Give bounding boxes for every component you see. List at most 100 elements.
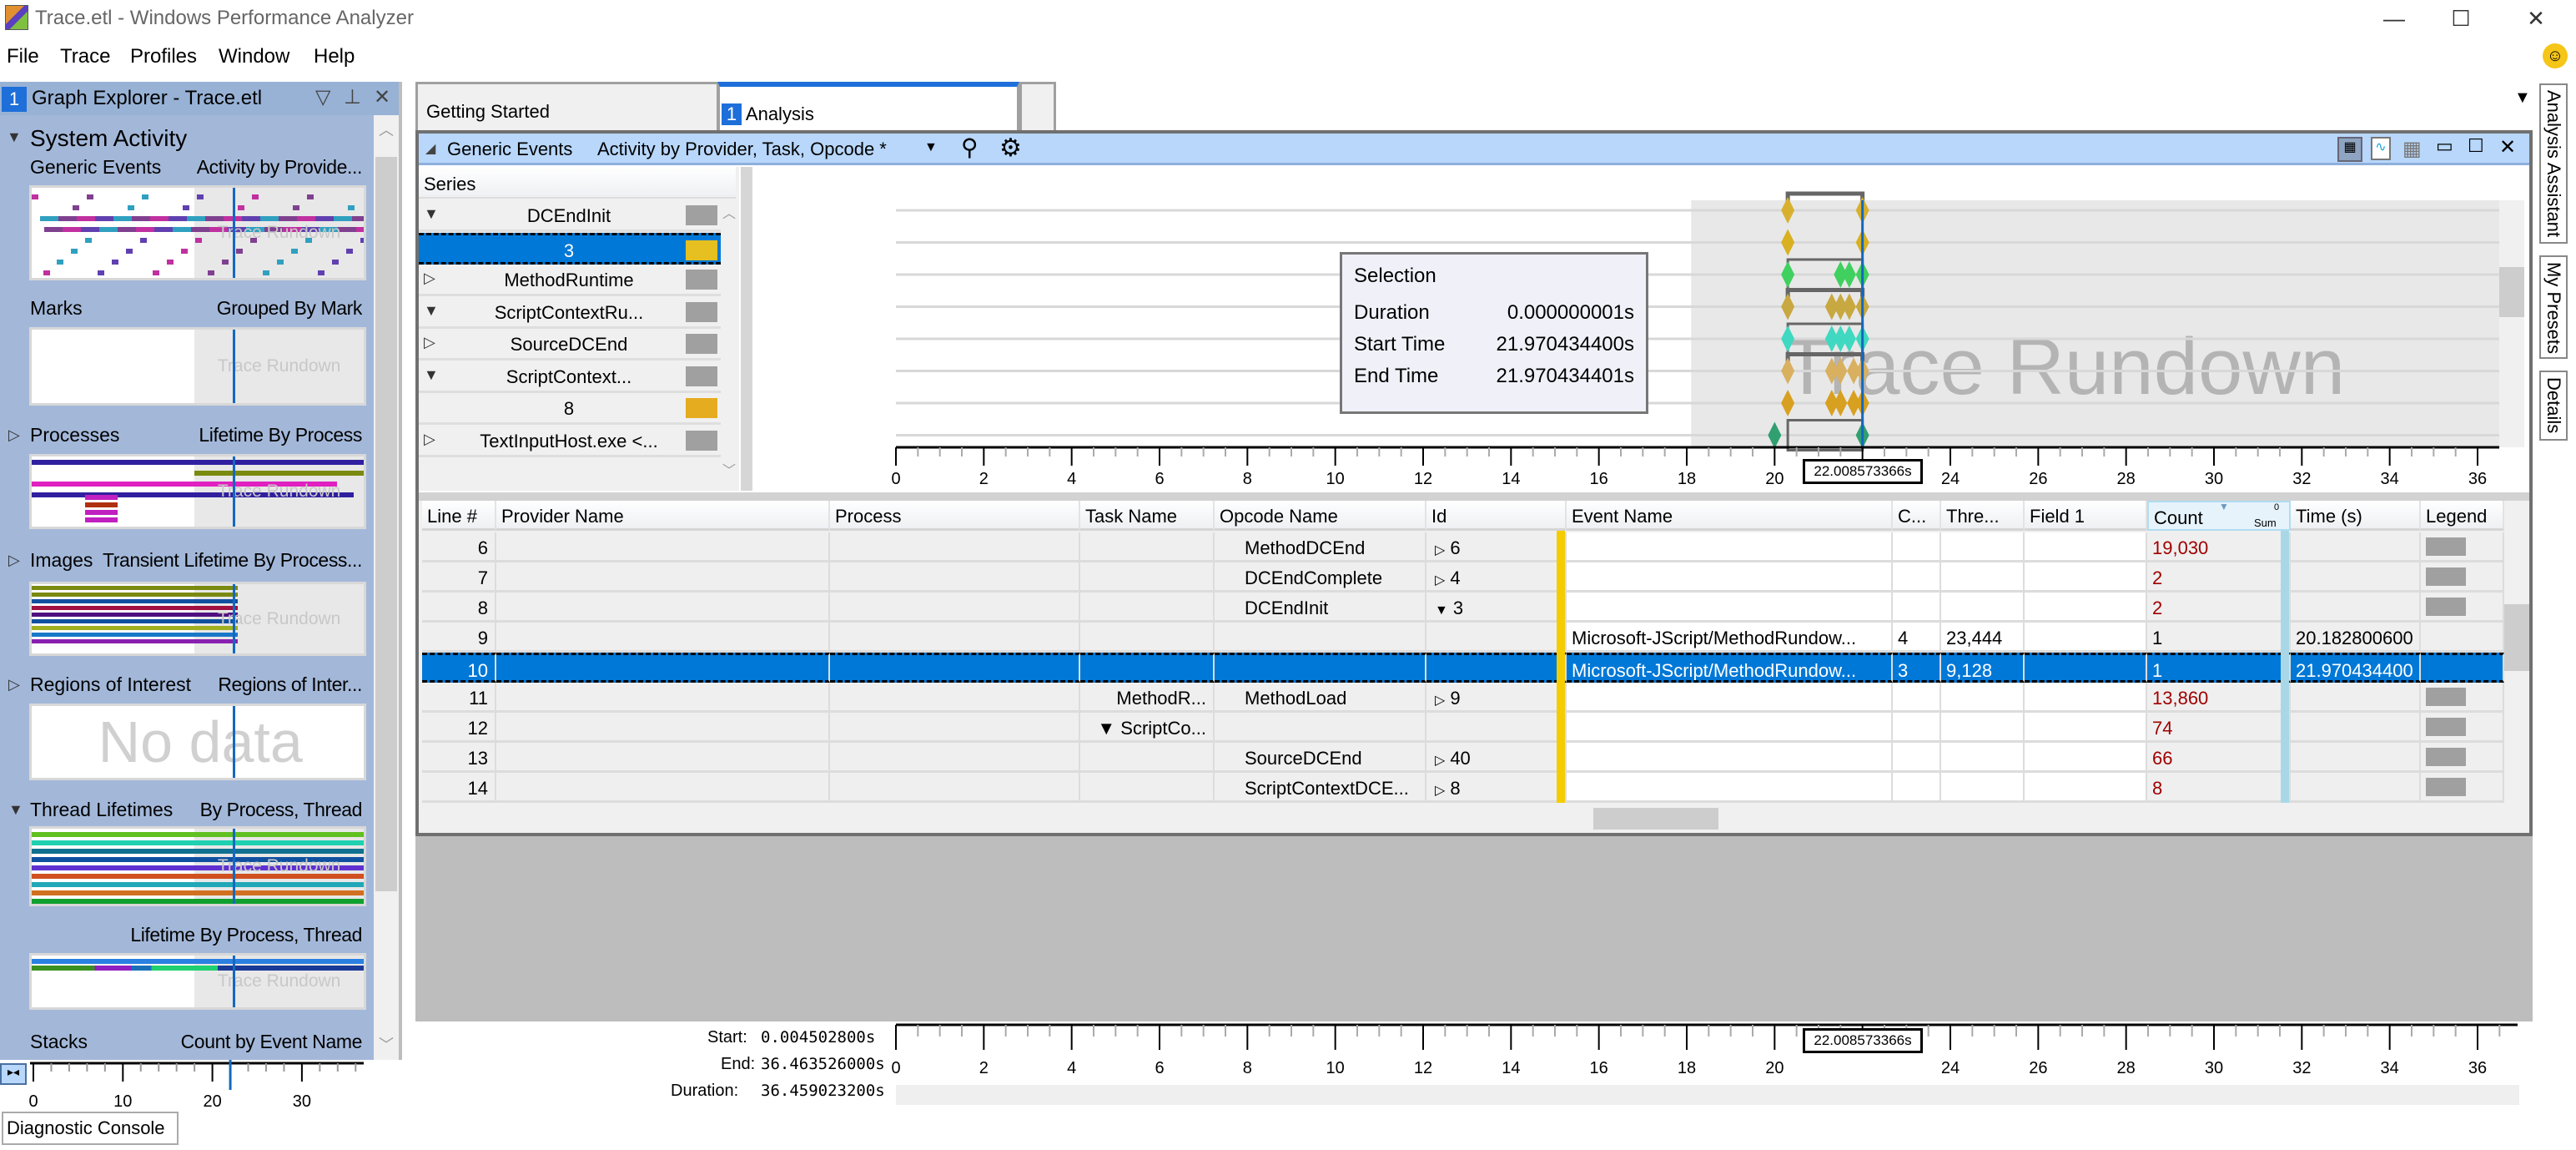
maximize-graph-icon[interactable]: ☐ bbox=[2468, 135, 2484, 156]
scrollbar-thumb[interactable] bbox=[375, 157, 397, 891]
event-marker[interactable] bbox=[1781, 293, 1795, 320]
close-button[interactable]: ✕ bbox=[2527, 6, 2545, 31]
tab-analysis[interactable]: 1 Analysis bbox=[717, 82, 1019, 130]
series-row[interactable]: ▷ MethodRuntime bbox=[419, 265, 736, 296]
event-marker[interactable] bbox=[1834, 293, 1848, 320]
graph-thumbnail[interactable]: Trace Rundown bbox=[29, 582, 366, 656]
series-color-swatch[interactable] bbox=[686, 334, 717, 354]
event-marker[interactable] bbox=[1781, 390, 1795, 416]
column-header[interactable]: Id bbox=[1426, 501, 1567, 531]
scroll-up-icon[interactable]: ︿ bbox=[379, 122, 394, 139]
pin-icon[interactable]: ⊥ bbox=[344, 86, 361, 108]
series-expander-icon[interactable]: ▷ bbox=[424, 270, 435, 286]
table-row[interactable]: 13 SourceDCEnd ▷ 40 66 bbox=[419, 743, 2504, 773]
column-divider-blue[interactable] bbox=[2281, 501, 2289, 803]
graph-name-label[interactable]: Processes bbox=[30, 424, 120, 446]
graph-name-label[interactable]: Marks bbox=[30, 297, 83, 319]
minimize-button[interactable]: — bbox=[2383, 6, 2405, 31]
event-marker[interactable] bbox=[1847, 357, 1861, 385]
series-expander-icon[interactable]: ▼ bbox=[424, 205, 439, 222]
table-row[interactable]: 8 DCEndInit ▼ 3 2 bbox=[419, 593, 2504, 623]
expand-graph-icon[interactable]: ▷ bbox=[8, 676, 20, 693]
graph-preset-label[interactable]: Lifetime By Process bbox=[199, 424, 362, 446]
series-row[interactable]: 8 bbox=[419, 393, 736, 425]
graph-preset-label[interactable]: By Process, Thread bbox=[199, 799, 362, 820]
column-header[interactable]: Task Name bbox=[1080, 501, 1215, 531]
table-scrollbar-thumb[interactable] bbox=[2504, 604, 2529, 671]
graph-and-table-view-icon[interactable]: ▦ bbox=[2337, 137, 2362, 162]
graph-name-label[interactable]: Generic Events bbox=[30, 156, 162, 178]
scroll-down-icon[interactable]: ﹀ bbox=[379, 1037, 394, 1053]
series-expander-icon[interactable]: ▷ bbox=[424, 430, 435, 447]
event-marker[interactable] bbox=[1847, 390, 1861, 416]
row-expander-icon[interactable]: ▷ bbox=[1435, 694, 1446, 708]
gear-icon[interactable]: ⚙ bbox=[999, 134, 1022, 162]
collapse-graph-icon[interactable]: ◢ bbox=[425, 142, 436, 156]
series-row[interactable]: ▷ TextInputHost.exe <... bbox=[419, 426, 736, 457]
series-row[interactable]: 3 bbox=[419, 232, 736, 265]
menu-file[interactable]: File bbox=[7, 45, 39, 68]
series-color-swatch[interactable] bbox=[686, 301, 717, 322]
search-icon[interactable]: ⚲ bbox=[961, 134, 979, 160]
graph-thumbnail[interactable]: Trace Rundown bbox=[29, 826, 366, 906]
series-scroll-down-icon[interactable]: ﹀ bbox=[722, 464, 737, 478]
graph-name-label[interactable]: Regions of Interest bbox=[30, 673, 192, 695]
menu-profiles[interactable]: Profiles bbox=[130, 45, 198, 68]
column-divider-yellow[interactable] bbox=[1557, 501, 1565, 803]
graph-preset-label[interactable]: Transient Lifetime By Process... bbox=[102, 549, 362, 571]
series-row[interactable]: ▼ ScriptContextRu... bbox=[419, 297, 736, 329]
column-header[interactable]: Line # bbox=[422, 501, 496, 531]
expand-graph-icon[interactable]: ▷ bbox=[8, 552, 20, 568]
series-color-swatch[interactable] bbox=[686, 240, 717, 260]
column-header[interactable]: Thre... bbox=[1941, 501, 2025, 531]
graph-name-label[interactable]: Thread Lifetimes bbox=[30, 799, 174, 820]
series-color-swatch[interactable] bbox=[686, 398, 717, 418]
column-header[interactable]: Event Name bbox=[1567, 501, 1893, 531]
diagnostic-console-button[interactable]: Diagnostic Console bbox=[2, 1112, 179, 1145]
column-header[interactable]: Field 1 bbox=[2025, 501, 2147, 531]
tab-details[interactable]: Details bbox=[2539, 371, 2568, 441]
graph-thumbnail[interactable]: Trace Rundown bbox=[29, 953, 366, 1010]
close-panel-icon[interactable]: ✕ bbox=[374, 86, 391, 108]
tab-analysis-assistant[interactable]: Analysis Assistant bbox=[2539, 83, 2568, 244]
table-hscroll-thumb[interactable] bbox=[1593, 808, 1718, 830]
column-header[interactable]: Provider Name bbox=[496, 501, 830, 531]
series-expander-icon[interactable]: ▼ bbox=[424, 366, 439, 383]
system-activity-header[interactable]: System Activity bbox=[30, 125, 188, 151]
event-marker[interactable] bbox=[1768, 421, 1782, 449]
table-only-view-icon[interactable]: ▦ bbox=[2402, 138, 2422, 160]
table-row[interactable]: 14 ScriptContextDCE... ▷ 8 8 bbox=[419, 773, 2504, 803]
series-row[interactable]: ▼ DCEndInit bbox=[419, 200, 736, 232]
graph-preset-label[interactable]: Count by Event Name bbox=[180, 1031, 362, 1052]
event-marker[interactable] bbox=[1824, 390, 1839, 416]
expand-graph-icon[interactable]: ▼ bbox=[8, 801, 23, 818]
series-expander-icon[interactable]: ▷ bbox=[424, 334, 435, 351]
expand-graph-icon[interactable]: ▷ bbox=[8, 426, 20, 443]
maximize-button[interactable]: ☐ bbox=[2451, 6, 2471, 31]
tab-my-presets[interactable]: My Presets bbox=[2539, 255, 2568, 359]
menu-trace[interactable]: Trace bbox=[60, 45, 111, 68]
graph-thumbnail[interactable]: Trace Rundown bbox=[29, 185, 366, 280]
graph-scrollbar[interactable] bbox=[2499, 200, 2524, 447]
table-row[interactable]: 11 MethodR... MethodLoad ▷ 9 13,860 bbox=[419, 683, 2504, 713]
event-marker[interactable] bbox=[1842, 261, 1856, 288]
table-row[interactable]: 10 Microsoft-JScript/MethodRundow... 3 9,12… bbox=[419, 653, 2504, 683]
event-marker[interactable] bbox=[1834, 261, 1848, 288]
menu-window[interactable]: Window bbox=[219, 45, 290, 68]
new-tab-area[interactable] bbox=[1019, 82, 1056, 130]
event-marker[interactable] bbox=[1781, 325, 1795, 352]
column-header[interactable]: Opcode Name bbox=[1215, 501, 1426, 531]
column-header[interactable]: Time (s) bbox=[2291, 501, 2421, 531]
graph-only-view-icon[interactable]: ∿ bbox=[2371, 137, 2391, 160]
graph-name-label[interactable]: Images bbox=[30, 549, 93, 571]
series-row[interactable]: ▷ SourceDCEnd bbox=[419, 329, 736, 361]
row-expander-icon[interactable]: ▷ bbox=[1435, 543, 1446, 557]
event-marker[interactable] bbox=[1834, 357, 1848, 385]
menu-help[interactable]: Help bbox=[314, 45, 355, 68]
series-splitter[interactable] bbox=[741, 167, 752, 491]
series-color-swatch[interactable] bbox=[686, 270, 717, 290]
dropdown-icon[interactable]: ▽ bbox=[315, 86, 331, 108]
table-row[interactable]: 6 MethodDCEnd ▷ 6 19,030 bbox=[419, 532, 2504, 562]
zoom-to-fit-icon[interactable]: ▸◂ bbox=[0, 1063, 27, 1085]
table-row[interactable]: 12 ▼ ScriptCo... 74 bbox=[419, 713, 2504, 743]
